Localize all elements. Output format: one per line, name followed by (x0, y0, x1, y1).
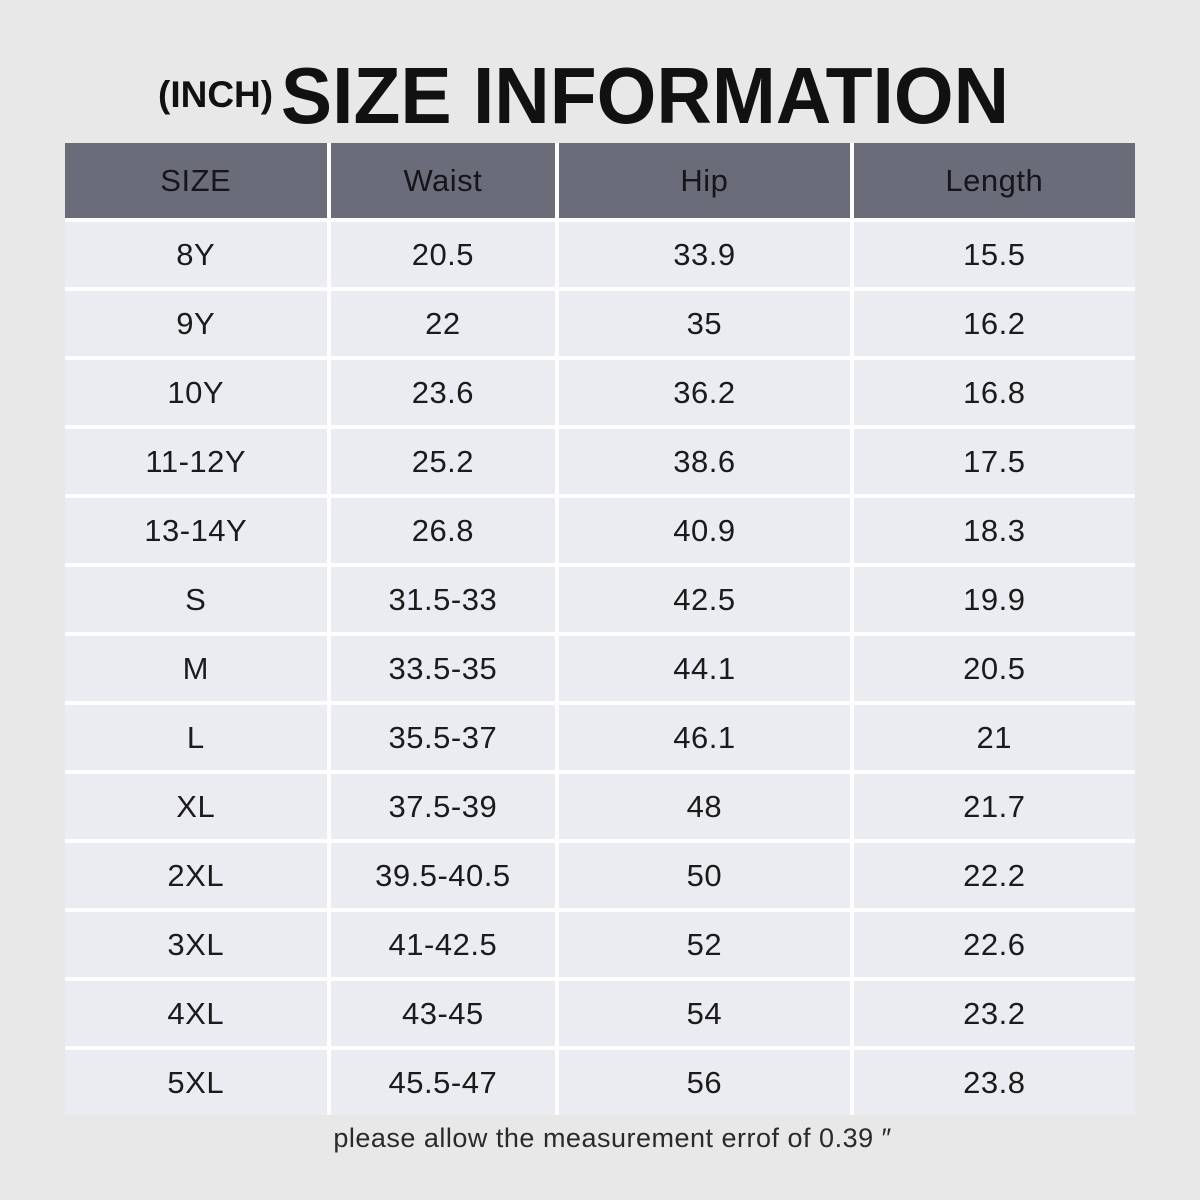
table-cell-size: M (65, 636, 327, 701)
table-cell-length: 21 (853, 705, 1135, 770)
table-cell-size: 10Y (65, 360, 327, 425)
table-cell-hip: 48 (559, 774, 850, 839)
unit-label: (INCH) (158, 74, 274, 115)
table-cell-hip: 35 (559, 291, 850, 356)
table-cell-hip: 33.9 (559, 222, 850, 287)
table-cell-waist: 45.5-47 (330, 1050, 556, 1115)
table-cell-waist: 26.8 (330, 498, 556, 563)
table-cell-waist: 20.5 (330, 222, 556, 287)
size-table: SIZE Waist Hip Length 8Y 20.5 33.9 15.5 9Y 22… (65, 143, 1135, 1115)
table-cell-size: 3XL (65, 912, 327, 977)
table-cell-size: 4XL (65, 981, 327, 1046)
column-header-size: SIZE (65, 143, 327, 218)
column-header-hip: Hip (559, 143, 850, 218)
table-cell-hip: 52 (559, 912, 850, 977)
table-cell-hip: 56 (559, 1050, 850, 1115)
table-cell-hip: 44.1 (559, 636, 850, 701)
table-cell-hip: 46.1 (559, 705, 850, 770)
table-cell-length: 17.5 (853, 429, 1135, 494)
table-cell-waist: 22 (330, 291, 556, 356)
page-title: SIZE INFORMATION (280, 51, 1010, 140)
table-cell-size: 9Y (65, 291, 327, 356)
table-cell-length: 20.5 (853, 636, 1135, 701)
table-cell-length: 16.8 (853, 360, 1135, 425)
table-cell-size: 11-12Y (65, 429, 327, 494)
table-cell-size: 2XL (65, 843, 327, 908)
table-cell-size: 8Y (65, 222, 327, 287)
table-cell-length: 22.2 (853, 843, 1135, 908)
table-cell-hip: 50 (559, 843, 850, 908)
table-cell-size: S (65, 567, 327, 632)
table-cell-length: 23.8 (853, 1050, 1135, 1115)
table-cell-hip: 54 (559, 981, 850, 1046)
table-cell-length: 19.9 (853, 567, 1135, 632)
table-cell-hip: 40.9 (559, 498, 850, 563)
table-cell-size: 13-14Y (65, 498, 327, 563)
table-cell-waist: 37.5-39 (330, 774, 556, 839)
table-cell-waist: 35.5-37 (330, 705, 556, 770)
table-cell-hip: 42.5 (559, 567, 850, 632)
table-cell-size: 5XL (65, 1050, 327, 1115)
column-header-length: Length (853, 143, 1135, 218)
table-cell-waist: 23.6 (330, 360, 556, 425)
table-cell-waist: 33.5-35 (330, 636, 556, 701)
table-cell-hip: 38.6 (559, 429, 850, 494)
table-cell-waist: 31.5-33 (330, 567, 556, 632)
table-cell-size: L (65, 705, 327, 770)
table-cell-waist: 41-42.5 (330, 912, 556, 977)
page-header: (INCH) SIZE INFORMATION (0, 0, 1200, 143)
table-cell-hip: 36.2 (559, 360, 850, 425)
table-cell-waist: 39.5-40.5 (330, 843, 556, 908)
table-cell-waist: 25.2 (330, 429, 556, 494)
table-cell-size: XL (65, 774, 327, 839)
column-header-waist: Waist (330, 143, 556, 218)
table-cell-length: 23.2 (853, 981, 1135, 1046)
measurement-error-note: please allow the measurement errof of 0.… (333, 1123, 892, 1153)
table-cell-length: 15.5 (853, 222, 1135, 287)
table-cell-waist: 43-45 (330, 981, 556, 1046)
table-cell-length: 16.2 (853, 291, 1135, 356)
table-cell-length: 18.3 (853, 498, 1135, 563)
table-cell-length: 21.7 (853, 774, 1135, 839)
table-cell-length: 22.6 (853, 912, 1135, 977)
